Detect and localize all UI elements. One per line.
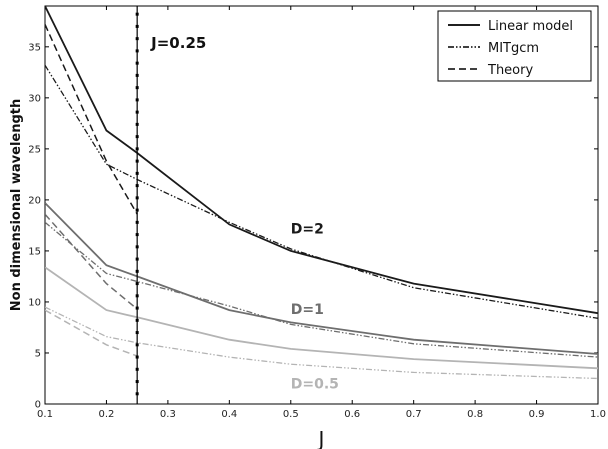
series-mitgcm-d1 bbox=[45, 221, 598, 358]
vline-marker bbox=[135, 86, 139, 90]
y-axis-title: Non dimensional wavelength bbox=[9, 99, 24, 311]
vline-marker bbox=[135, 110, 139, 114]
vline-marker bbox=[135, 12, 139, 16]
vline-marker bbox=[135, 147, 139, 151]
vline-marker bbox=[135, 24, 139, 28]
legend: Linear model MITgcm Theory bbox=[437, 10, 592, 82]
vline-marker bbox=[135, 367, 139, 371]
series-theory-d1 bbox=[45, 213, 138, 310]
series-layer bbox=[45, 6, 598, 404]
vline-marker bbox=[135, 61, 139, 65]
vline-marker bbox=[135, 343, 139, 347]
vline-marker bbox=[135, 245, 139, 249]
y-tick-label: 5 bbox=[35, 348, 41, 359]
vline-marker bbox=[135, 184, 139, 188]
vline-marker bbox=[135, 306, 139, 310]
vline-marker bbox=[135, 196, 139, 200]
vline-marker bbox=[135, 282, 139, 286]
x-tick-label: 1.0 bbox=[590, 409, 606, 420]
vline-marker bbox=[135, 37, 139, 41]
group-label-d1: D=1 bbox=[291, 302, 324, 318]
x-tick-label: 0.2 bbox=[98, 409, 114, 420]
series-linear-d2 bbox=[45, 6, 598, 315]
y-tick-label: 30 bbox=[28, 93, 41, 104]
vline-marker bbox=[135, 380, 139, 384]
legend-label-0: Linear model bbox=[488, 19, 573, 34]
y-tick-label: 10 bbox=[28, 297, 41, 308]
vline-marker bbox=[135, 355, 139, 359]
plot-area: 0.1 0.2 0.3 0.4 0.5 0.6 0.7 0.8 0.9 1.0 0 5 10 15 20 25… bbox=[9, 5, 606, 449]
vline-marker bbox=[135, 122, 139, 126]
vline-marker bbox=[135, 269, 139, 273]
vline-marker bbox=[135, 208, 139, 212]
vline-marker bbox=[135, 331, 139, 335]
plot-frame bbox=[44, 5, 599, 405]
vline-marker bbox=[135, 98, 139, 102]
group-label-d2: D=2 bbox=[291, 221, 324, 237]
x-tick-label: 0.5 bbox=[283, 409, 299, 420]
series-theory-d2 bbox=[45, 24, 138, 215]
x-tick-label: 0.9 bbox=[529, 409, 545, 420]
x-tick-label: 0.6 bbox=[344, 409, 360, 420]
series-linear-d1 bbox=[45, 202, 598, 355]
x-axis-title: J bbox=[317, 427, 325, 449]
vline-marker bbox=[135, 318, 139, 322]
y-tick-label: 15 bbox=[28, 246, 41, 257]
vline-marker bbox=[135, 233, 139, 237]
vline-label: J=0.25 bbox=[150, 34, 206, 52]
group-label-d05: D=0.5 bbox=[291, 377, 339, 393]
y-tick-label: 0 bbox=[35, 400, 41, 411]
vline-marker bbox=[135, 294, 139, 298]
legend-label-2: Theory bbox=[487, 63, 533, 78]
vline-marker bbox=[135, 135, 139, 139]
x-tick-label: 0.4 bbox=[221, 409, 237, 420]
x-tick-label: 0.7 bbox=[406, 409, 422, 420]
vline-marker bbox=[135, 159, 139, 163]
vline-marker bbox=[135, 257, 139, 261]
vline-marker bbox=[135, 392, 139, 396]
series-mitgcm-d2 bbox=[45, 64, 598, 319]
vline-marker bbox=[135, 171, 139, 175]
vline-marker bbox=[135, 49, 139, 53]
y-tick-label: 20 bbox=[28, 195, 41, 206]
series-linear-d05 bbox=[45, 266, 598, 370]
y-tick-label: 35 bbox=[28, 42, 41, 53]
y-tick-label: 25 bbox=[28, 144, 41, 155]
series-theory-d05 bbox=[45, 309, 138, 357]
x-tick-label: 0.1 bbox=[37, 409, 53, 420]
legend-label-1: MITgcm bbox=[488, 41, 539, 56]
x-tick-label: 0.8 bbox=[467, 409, 483, 420]
vline-marker bbox=[135, 220, 139, 224]
x-tick-label: 0.3 bbox=[160, 409, 176, 420]
vline-marker bbox=[135, 73, 139, 77]
series-mitgcm-d05 bbox=[45, 306, 598, 380]
